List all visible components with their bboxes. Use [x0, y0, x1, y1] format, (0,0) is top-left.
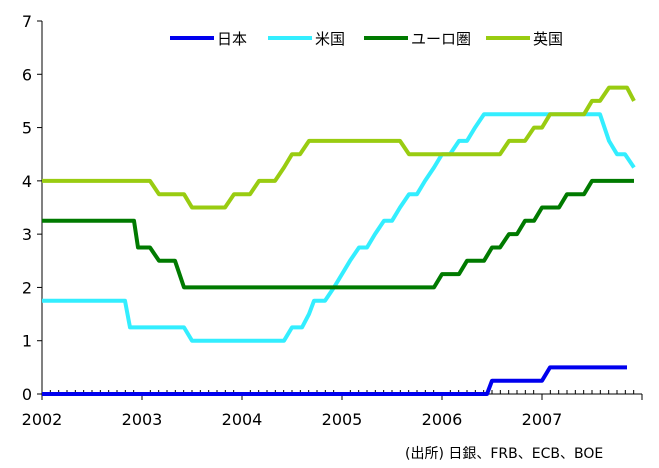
y-tick-label: 7: [22, 12, 32, 31]
source-note: (出所) 日銀、FRB、ECB、BOE: [405, 446, 604, 462]
y-tick-label: 5: [22, 119, 32, 138]
y-tick-label: 1: [22, 332, 32, 351]
series-line-3: [42, 85, 636, 210]
x-tick-label: 2002: [22, 410, 63, 429]
legend-label-1: 米国: [315, 30, 345, 48]
legend-label-0: 日本: [217, 30, 247, 48]
x-tick-label: 2003: [122, 410, 163, 429]
x-tick-label: 2004: [222, 410, 263, 429]
y-tick-label: 0: [22, 385, 32, 404]
y-tick-label: 4: [22, 172, 32, 191]
series-line-1: [42, 112, 636, 343]
x-tick-label: 2006: [422, 410, 463, 429]
y-tick-label: 3: [22, 225, 32, 244]
axes: 0 1 2 3 4 5 6 7 2002 2003 2004 2005 2006 2007: [22, 12, 643, 429]
x-tick-label: 2007: [522, 410, 563, 429]
y-tick-label: 2: [22, 278, 32, 297]
series-line-2: [42, 178, 634, 290]
legend-label-3: 英国: [533, 30, 563, 48]
series-line-0: [42, 365, 627, 396]
x-tick-label: 2005: [322, 410, 363, 429]
series-layer: [42, 85, 636, 396]
legend-label-2: ユーロ圏: [411, 30, 471, 48]
legend: 日本 米国 ユーロ圏 英国: [170, 30, 563, 48]
y-tick-label: 6: [22, 65, 32, 84]
